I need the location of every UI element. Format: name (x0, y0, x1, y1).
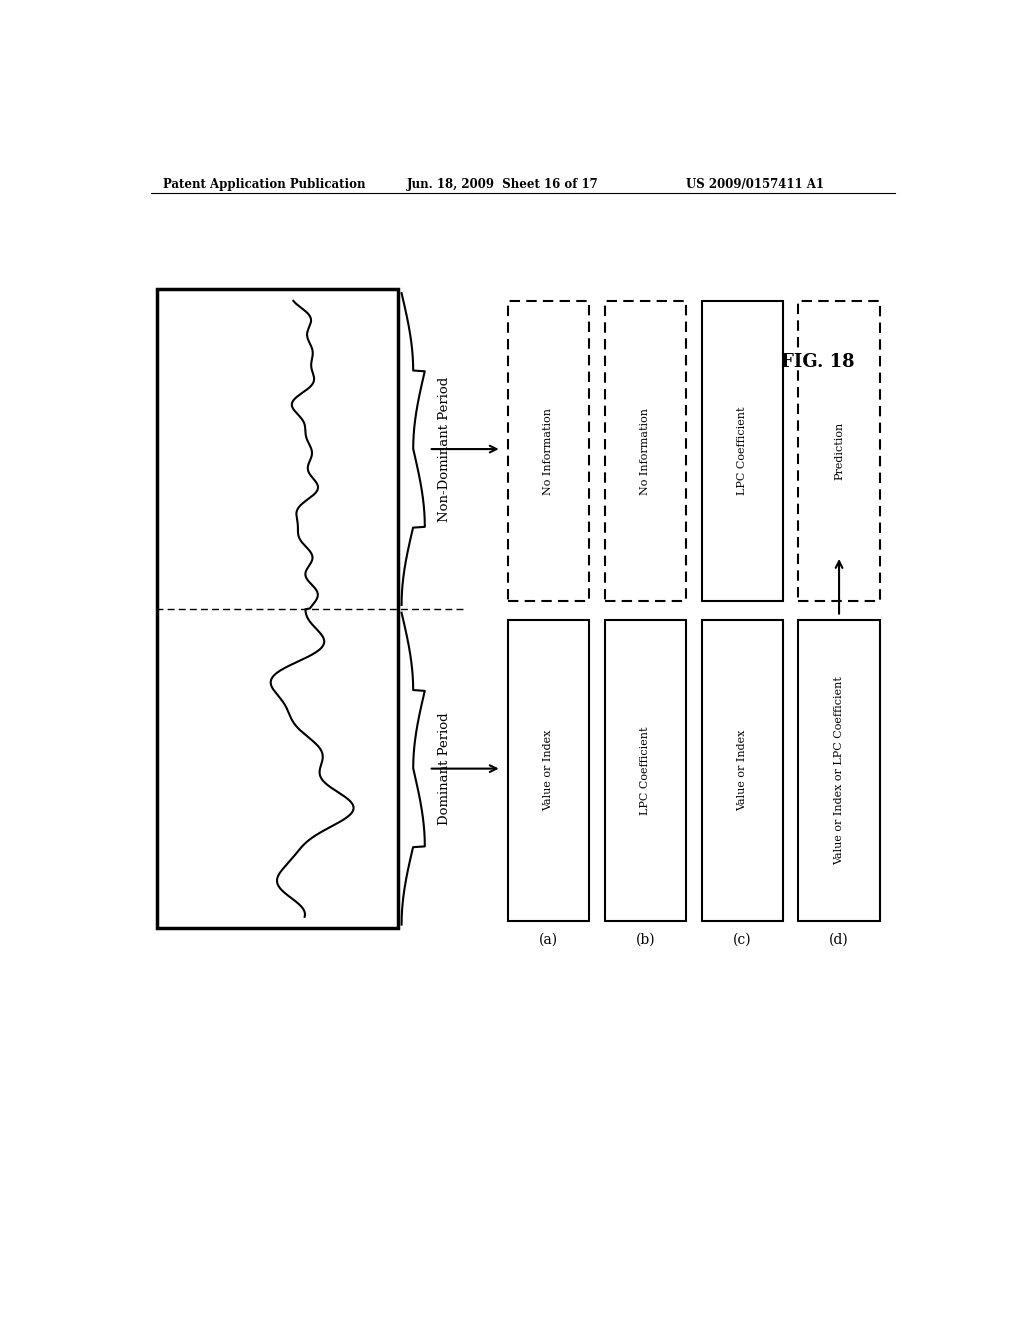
FancyBboxPatch shape (158, 289, 397, 928)
Text: No Information: No Information (544, 408, 553, 495)
Text: Prediction: Prediction (835, 422, 844, 480)
Text: No Information: No Information (640, 408, 650, 495)
FancyBboxPatch shape (799, 620, 880, 921)
Text: FIG. 18: FIG. 18 (781, 354, 855, 371)
Text: US 2009/0157411 A1: US 2009/0157411 A1 (686, 178, 824, 190)
Text: Non-Dominant Period: Non-Dominant Period (437, 376, 451, 521)
Text: (c): (c) (733, 933, 752, 946)
Text: Value or Index or LPC Coefficient: Value or Index or LPC Coefficient (835, 676, 844, 865)
FancyBboxPatch shape (604, 620, 686, 921)
Text: LPC Coefficient: LPC Coefficient (737, 407, 748, 495)
Text: Patent Application Publication: Patent Application Publication (163, 178, 366, 190)
Text: (b): (b) (636, 933, 655, 946)
Text: (d): (d) (829, 933, 849, 946)
FancyBboxPatch shape (508, 620, 589, 921)
Text: (a): (a) (539, 933, 558, 946)
Text: Value or Index: Value or Index (737, 730, 748, 812)
Text: Value or Index: Value or Index (544, 730, 553, 812)
Text: Jun. 18, 2009  Sheet 16 of 17: Jun. 18, 2009 Sheet 16 of 17 (407, 178, 599, 190)
FancyBboxPatch shape (701, 301, 783, 601)
FancyBboxPatch shape (701, 620, 783, 921)
Text: Dominant Period: Dominant Period (437, 713, 451, 825)
Text: LPC Coefficient: LPC Coefficient (640, 726, 650, 814)
